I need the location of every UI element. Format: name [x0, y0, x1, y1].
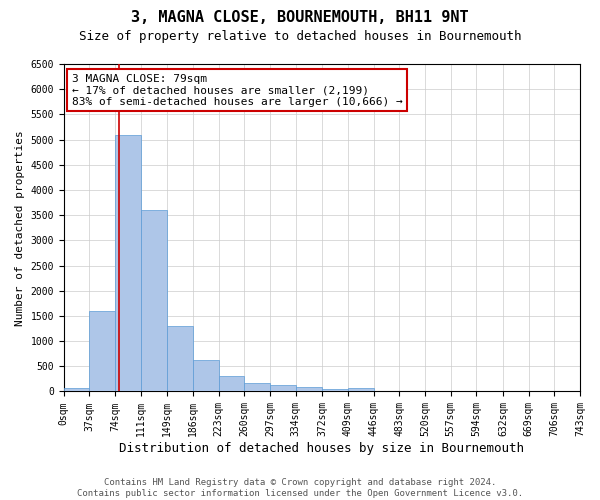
Y-axis label: Number of detached properties: Number of detached properties	[15, 130, 25, 326]
Text: 3 MAGNA CLOSE: 79sqm
← 17% of detached houses are smaller (2,199)
83% of semi-de: 3 MAGNA CLOSE: 79sqm ← 17% of detached h…	[71, 74, 402, 107]
Bar	[270, 385, 296, 392]
Bar	[141, 210, 167, 392]
Bar	[348, 388, 374, 392]
Bar	[193, 360, 219, 392]
Bar	[115, 134, 141, 392]
Bar	[167, 326, 193, 392]
Bar	[296, 388, 322, 392]
Bar	[322, 390, 348, 392]
Bar	[89, 311, 115, 392]
Text: Size of property relative to detached houses in Bournemouth: Size of property relative to detached ho…	[79, 30, 521, 43]
X-axis label: Distribution of detached houses by size in Bournemouth: Distribution of detached houses by size …	[119, 442, 524, 455]
Text: 3, MAGNA CLOSE, BOURNEMOUTH, BH11 9NT: 3, MAGNA CLOSE, BOURNEMOUTH, BH11 9NT	[131, 10, 469, 25]
Bar	[64, 388, 89, 392]
Text: Contains HM Land Registry data © Crown copyright and database right 2024.
Contai: Contains HM Land Registry data © Crown c…	[77, 478, 523, 498]
Bar	[219, 376, 244, 392]
Bar	[244, 383, 270, 392]
